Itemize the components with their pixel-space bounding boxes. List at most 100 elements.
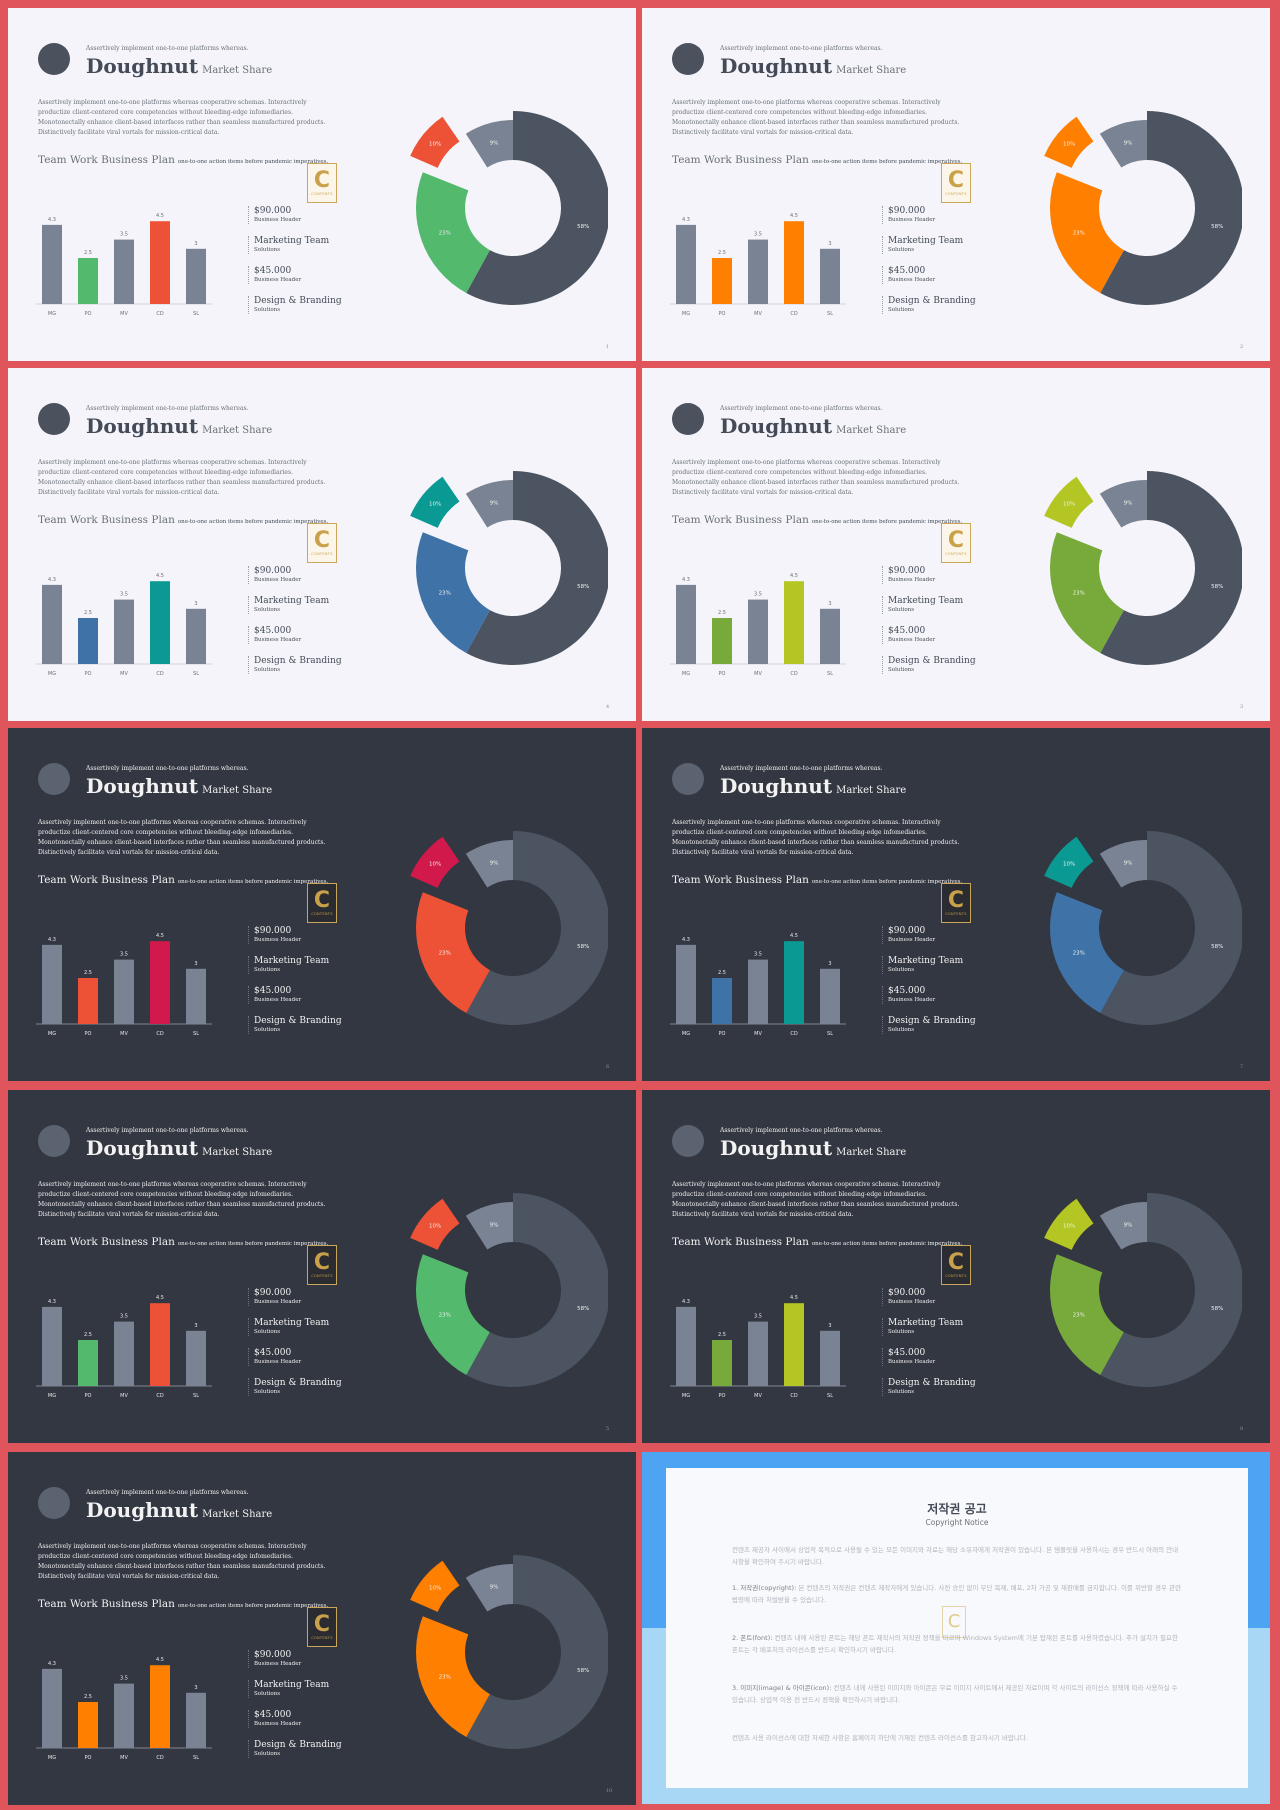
legend-item-caption: Solutions [254, 607, 281, 613]
notice-copyright-head: 1. 저작권(copyright): [732, 1584, 797, 1592]
bar-value-label: 4.5 [790, 213, 798, 219]
legend-item: $45.000 Business Header [248, 266, 301, 284]
legend-item-caption: Business Header [254, 277, 302, 283]
page-number: 2 [1240, 344, 1244, 350]
logo-letter: C [947, 888, 965, 913]
slice-10 [410, 836, 460, 888]
logo-word: CONTENTS [945, 1274, 967, 1278]
legend-item-title: Marketing Team [888, 956, 964, 966]
bar-value-label: 4.3 [48, 1661, 56, 1667]
slide-title-main: Doughnut [720, 54, 833, 78]
legend-item-title: $45.000 [888, 986, 926, 996]
slice-9 [1099, 120, 1147, 168]
copyright-notice-slide: 저작권 공고 Copyright Notice 컨텐츠 제공자 사이에서 상업적… [642, 1452, 1270, 1804]
plan-title: Team Work Business Plan [672, 514, 809, 526]
legend-item: $90.000 Business Header [248, 1288, 301, 1306]
legend-item-caption: Business Header [888, 217, 936, 223]
logo-word: CONTENTS [311, 1636, 333, 1640]
logo-letter: C [313, 888, 331, 913]
contents-logo: C CONTENTS [307, 163, 337, 203]
logo-word: CONTENTS [311, 912, 333, 916]
slide-4: Assertively implement one-to-one platfor… [642, 368, 1270, 721]
bar-category-label: MG [682, 1031, 690, 1037]
legend-item: $90.000 Business Header [882, 566, 935, 584]
doughnut-label: 10% [1063, 502, 1075, 508]
legend-item-caption: Solutions [254, 247, 281, 253]
notice-font-head: 2. 폰트(font): [732, 1634, 773, 1642]
doughnut-label: 9% [1124, 1223, 1133, 1229]
bar-cd [150, 581, 170, 664]
slide-body-text: Assertively implement one-to-one platfor… [38, 819, 326, 856]
slide-title-main: Doughnut [86, 54, 199, 78]
slide-6: Assertively implement one-to-one platfor… [642, 728, 1270, 1081]
doughnut-chart: 58% 23% 10% 9% [410, 471, 608, 665]
slide-title-main: Doughnut [720, 774, 833, 798]
slide-9: Assertively implement one-to-one platfor… [8, 1452, 636, 1805]
legend-item: Design & Branding Solutions [882, 1016, 976, 1034]
slide-title: Doughnut Market Share [720, 414, 906, 438]
legend-item-caption: Solutions [888, 667, 915, 673]
legend-item-title: Design & Branding [888, 1016, 976, 1026]
slice-23 [416, 172, 490, 294]
legend-item-title: Design & Branding [254, 1016, 342, 1026]
bar-category-label: PO [85, 1393, 92, 1399]
bar-po [78, 978, 98, 1024]
legend-item-caption: Business Header [888, 937, 936, 943]
title-circle [672, 43, 704, 75]
bar-value-label: 3.5 [754, 232, 762, 238]
slice-10 [410, 1198, 460, 1250]
legend-item-caption: Business Header [254, 637, 302, 643]
doughnut-label: 23% [439, 231, 451, 237]
bar-mv [114, 599, 134, 664]
notice-title-english: Copyright Notice [925, 1518, 989, 1527]
legend-item-title: $45.000 [888, 266, 926, 276]
legend-item: $90.000 Business Header [248, 1650, 301, 1668]
bar-value-label: 3 [194, 961, 197, 967]
plan-title: Team Work Business Plan [38, 514, 175, 526]
slide-8: Assertively implement one-to-one platfor… [642, 1090, 1270, 1443]
slide-title: Doughnut Market Share [86, 414, 272, 438]
bar-value-label: 3 [828, 601, 831, 607]
slide-subtitle: Assertively implement one-to-one platfor… [86, 45, 249, 52]
doughnut-label: 23% [1073, 1313, 1085, 1319]
legend-item: Design & Branding Solutions [882, 1378, 976, 1396]
doughnut-label: 58% [577, 584, 589, 590]
doughnut-label: 9% [1124, 861, 1133, 867]
bar-category-label: SL [827, 1393, 833, 1399]
doughnut-label: 23% [439, 951, 451, 957]
bar-value-label: 3 [194, 1685, 197, 1691]
bar-mg [42, 224, 62, 304]
plan-subtitle: one-to-one action items before pandemic … [177, 879, 329, 885]
bar-category-label: MG [48, 671, 56, 677]
slice-10 [410, 476, 460, 528]
slide-title-sub: Market Share [202, 785, 273, 796]
legend-item-caption: Business Header [888, 997, 936, 1003]
doughnut-label: 10% [1063, 1224, 1075, 1230]
legend-item-title: $45.000 [254, 986, 292, 996]
slice-23 [1050, 892, 1124, 1014]
contents-logo: C CONTENTS [307, 1245, 337, 1285]
bar-cd [150, 221, 170, 304]
bar-chart: 4.3 MG 2.5 PO 3.5 MV 4.5 CD 3 SL [670, 573, 846, 677]
bar-value-label: 4.5 [156, 213, 164, 219]
page-number: 6 [606, 1064, 610, 1070]
bar-sl [820, 248, 840, 304]
notice-font-text: 컨텐츠 내에 사용된 폰트는 해당 폰트 제작사의 저작권 정책을 따르며 Wi… [732, 1634, 1178, 1654]
slide-body-text: Assertively implement one-to-one platfor… [38, 1181, 326, 1218]
bar-category-label: MV [120, 671, 128, 677]
legend-item-caption: Business Header [888, 577, 936, 583]
legend-item-title: $90.000 [254, 926, 292, 936]
title-circle [38, 763, 70, 795]
contents-logo: C CONTENTS [941, 883, 971, 923]
slice-9 [465, 1564, 513, 1612]
bar-value-label: 2.5 [84, 1332, 92, 1338]
title-circle [38, 1125, 70, 1157]
bar-value-label: 4.3 [48, 577, 56, 583]
slide-title: Doughnut Market Share [720, 1136, 906, 1160]
doughnut-label: 9% [1124, 501, 1133, 507]
slice-23 [416, 1616, 490, 1738]
slice-9 [1099, 1202, 1147, 1250]
legend-item-title: Design & Branding [254, 1378, 342, 1388]
slide-subtitle: Assertively implement one-to-one platfor… [720, 405, 883, 412]
slide-title: Doughnut Market Share [86, 1136, 272, 1160]
